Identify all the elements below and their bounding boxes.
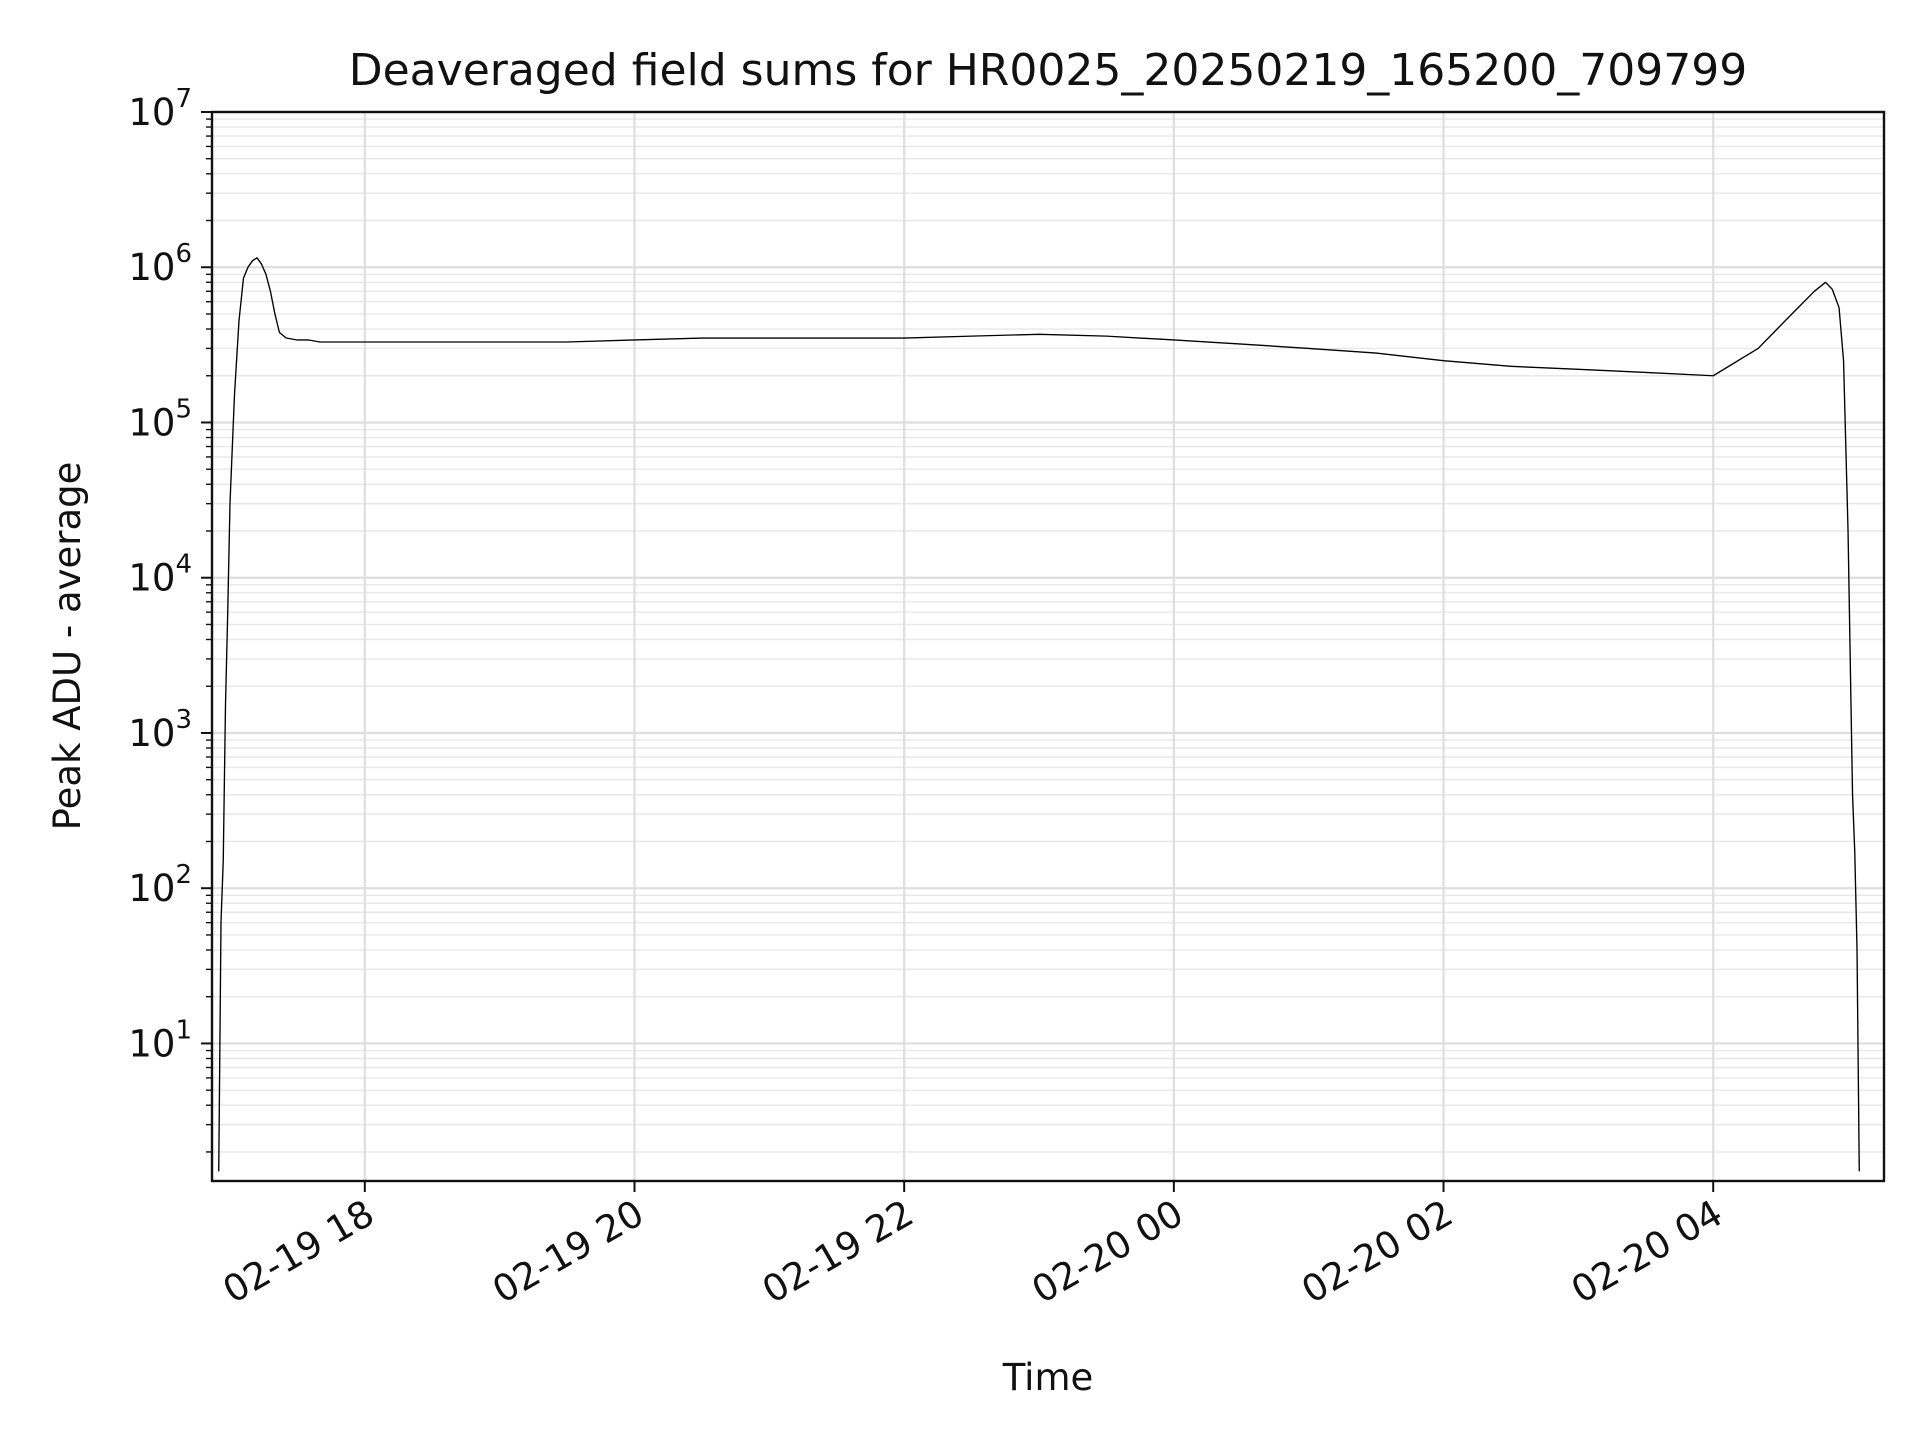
- ticks: [201, 111, 1715, 1192]
- x-tick-label: 02-19 22: [755, 1192, 921, 1312]
- series-line: [218, 257, 1860, 1172]
- y-tick-label: 104: [128, 550, 192, 600]
- series-layer: [218, 257, 1860, 1172]
- chart-title: Deaveraged field sums for HR0025_2025021…: [349, 45, 1748, 96]
- y-tick-label: 107: [128, 84, 192, 134]
- grid: [212, 110, 1884, 1181]
- y-tick-label: 101: [128, 1015, 192, 1065]
- y-tick-label: 105: [128, 394, 192, 444]
- y-axis-label: Peak ADU - average: [46, 462, 89, 831]
- y-tick-labels: 101 102 103 104 105 106 107: [128, 84, 192, 1065]
- y-tick-label: 102: [128, 860, 192, 910]
- y-tick-label: 106: [128, 239, 192, 289]
- plot-background: [212, 112, 1884, 1181]
- x-tick-label: 02-19 18: [216, 1192, 382, 1312]
- x-axis-label: Time: [1002, 1356, 1094, 1399]
- y-tick-label: 103: [128, 705, 192, 755]
- x-tick-label: 02-19 20: [485, 1192, 651, 1312]
- x-tick-labels: 02-19 18 02-19 20 02-19 22 02-20 00 02-20 02…: [216, 1192, 1730, 1312]
- x-tick-label: 02-20 00: [1025, 1192, 1191, 1312]
- plot-frame: [210, 110, 1886, 1183]
- x-tick-label: 02-20 04: [1564, 1192, 1730, 1312]
- x-tick-label: 02-20 02: [1294, 1192, 1460, 1312]
